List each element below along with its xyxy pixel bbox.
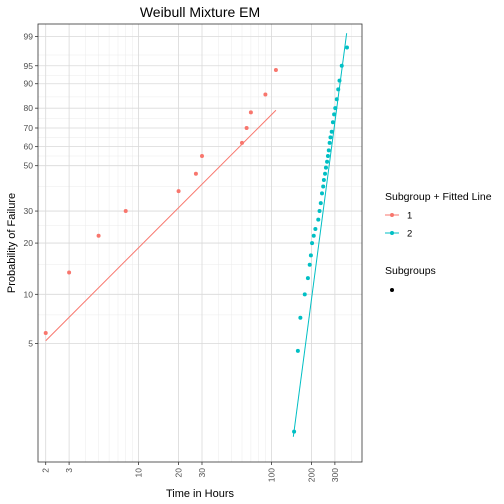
x-tick-label: 30: [197, 468, 207, 478]
data-point-series-2: [332, 112, 337, 117]
y-tick-label: 99: [24, 31, 34, 41]
data-point-series-2: [310, 241, 315, 246]
y-tick-label: 5: [28, 338, 33, 348]
legend-key-subgroups: [390, 288, 394, 292]
data-point-series-1: [43, 331, 48, 336]
data-point-series-2: [292, 429, 297, 434]
data-point-series-2: [344, 45, 349, 50]
data-point-series-2: [321, 178, 326, 183]
data-point-series-2: [323, 165, 328, 170]
y-axis: 5 10 20 30 50 60 70 80 90 95 99: [24, 31, 38, 348]
data-point-series-2: [307, 262, 312, 267]
data-point-series-2: [313, 226, 318, 231]
data-point-series-2: [334, 97, 339, 102]
data-point-series-2: [330, 120, 335, 125]
data-point-series-1: [273, 68, 278, 73]
data-point-series-2: [327, 140, 332, 145]
data-point-series-2: [333, 106, 338, 111]
legend-title: Subgroup + Fitted Line: [385, 191, 492, 203]
y-tick-label: 20: [24, 238, 34, 248]
data-point-series-2: [337, 78, 342, 83]
data-point-series-2: [311, 233, 316, 238]
y-tick-label: 90: [24, 79, 34, 89]
data-point-series-1: [123, 209, 128, 214]
x-tick-label: 300: [330, 468, 340, 482]
x-tick-label: 10: [134, 468, 144, 478]
data-point-series-2: [308, 253, 313, 258]
data-point-series-1: [248, 110, 253, 115]
data-point-series-2: [298, 315, 303, 320]
data-point-series-1: [96, 233, 101, 238]
data-point-series-2: [329, 129, 334, 134]
legend-key-point-1: [390, 213, 394, 217]
data-point-series-2: [336, 87, 341, 92]
data-point-series-2: [295, 348, 300, 353]
data-points: [43, 45, 349, 434]
x-tick-label: 100: [266, 468, 276, 482]
data-point-series-2: [318, 201, 323, 206]
legend-title-subgroups: Subgroups: [385, 265, 436, 277]
data-point-series-2: [325, 154, 330, 159]
y-tick-label: 30: [24, 206, 34, 216]
y-tick-label: 10: [24, 289, 34, 299]
data-point-series-2: [302, 292, 307, 297]
fitted-line-series-1: [45, 109, 277, 342]
legend-key-point-2: [390, 231, 394, 235]
x-axis: 2 3 10 20 30 100 200 300: [41, 462, 340, 482]
y-tick-label: 60: [24, 142, 34, 152]
data-point-series-2: [328, 135, 333, 140]
data-point-series-1: [239, 140, 244, 145]
data-point-series-1: [263, 92, 268, 97]
data-point-series-1: [67, 270, 72, 275]
data-point-series-2: [323, 171, 328, 176]
data-point-series-2: [317, 209, 322, 214]
x-tick-label: 2: [41, 468, 51, 473]
x-axis-title: Time in Hours: [166, 488, 235, 500]
data-point-series-2: [325, 159, 330, 164]
data-point-series-2: [305, 276, 310, 281]
data-point-series-1: [193, 171, 198, 176]
data-point-series-1: [244, 125, 249, 130]
y-tick-label: 70: [24, 123, 34, 133]
y-tick-label: 80: [24, 103, 34, 113]
y-tick-label: 95: [24, 61, 34, 71]
data-point-series-2: [316, 217, 321, 222]
x-tick-label: 200: [306, 468, 316, 482]
data-point-series-2: [319, 191, 324, 196]
legend-label-2: 2: [407, 229, 412, 240]
x-tick-label: 3: [64, 468, 74, 473]
legend-label-1: 1: [407, 211, 412, 222]
data-point-series-1: [176, 189, 181, 194]
y-axis-title: Probability of Failure: [6, 193, 18, 293]
data-point-series-2: [326, 148, 331, 153]
chart-title: Weibull Mixture EM: [140, 4, 260, 20]
data-point-series-1: [199, 154, 204, 159]
x-tick-label: 20: [174, 468, 184, 478]
data-point-series-2: [339, 63, 344, 68]
data-point-series-2: [321, 184, 326, 189]
y-tick-label: 50: [24, 161, 34, 171]
grid-lines: [38, 24, 362, 462]
legend: Subgroup + Fitted Line 12 Subgroups: [385, 191, 492, 292]
legend-entries: 12: [385, 211, 412, 240]
